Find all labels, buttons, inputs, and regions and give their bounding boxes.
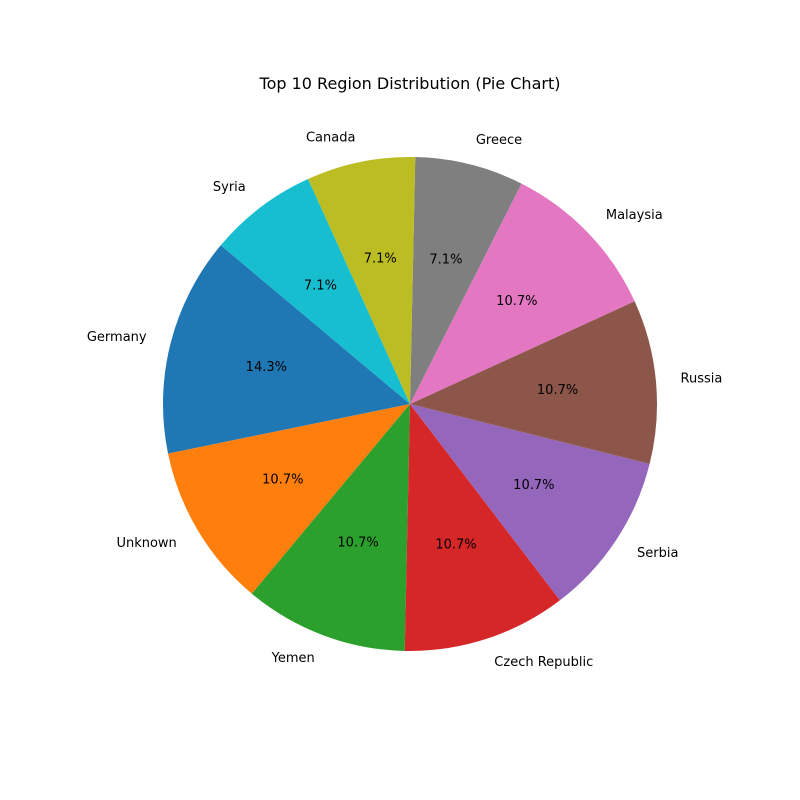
slice-label-unknown: Unknown xyxy=(116,536,176,551)
slice-label-yemen: Yemen xyxy=(271,651,315,666)
pct-label-czech-republic: 10.7% xyxy=(435,537,476,552)
pct-label-canada: 7.1% xyxy=(364,251,397,266)
pie-labels: Germany 14.3% Unknown 10.7% Yemen 10.7% Czech … xyxy=(87,130,723,669)
pie-slice-yemen xyxy=(251,404,410,651)
pct-label-germany: 14.3% xyxy=(246,360,287,375)
pie-slice-serbia xyxy=(410,404,650,601)
pie-slice-unknown xyxy=(168,404,410,594)
pct-label-malaysia: 10.7% xyxy=(496,294,537,309)
slice-label-czech-republic: Czech Republic xyxy=(494,655,593,670)
pie-slice-syria xyxy=(220,179,410,404)
pie-slice-canada xyxy=(308,156,416,404)
pct-label-yemen: 10.7% xyxy=(337,535,378,550)
pie-slice-germany xyxy=(163,245,410,454)
slice-label-serbia: Serbia xyxy=(637,546,678,561)
pie-slice-malaysia xyxy=(410,183,635,404)
pct-label-unknown: 10.7% xyxy=(262,473,303,488)
slice-label-canada: Canada xyxy=(306,130,355,145)
pct-label-serbia: 10.7% xyxy=(513,478,554,493)
pie-slice-russia xyxy=(410,301,657,464)
pie-slice-greece xyxy=(410,157,522,404)
slice-label-greece: Greece xyxy=(476,133,522,148)
pie-slices xyxy=(163,156,657,652)
slice-label-syria: Syria xyxy=(213,180,246,195)
pie-slice-czech-republic xyxy=(404,404,560,652)
chart-title: Top 10 Region Distribution (Pie Chart) xyxy=(259,74,561,93)
pct-label-syria: 7.1% xyxy=(304,278,337,293)
slice-label-germany: Germany xyxy=(87,330,147,345)
pct-label-russia: 10.7% xyxy=(537,383,578,398)
slice-label-malaysia: Malaysia xyxy=(606,208,663,223)
slice-label-russia: Russia xyxy=(681,372,723,387)
pct-label-greece: 7.1% xyxy=(429,253,462,268)
